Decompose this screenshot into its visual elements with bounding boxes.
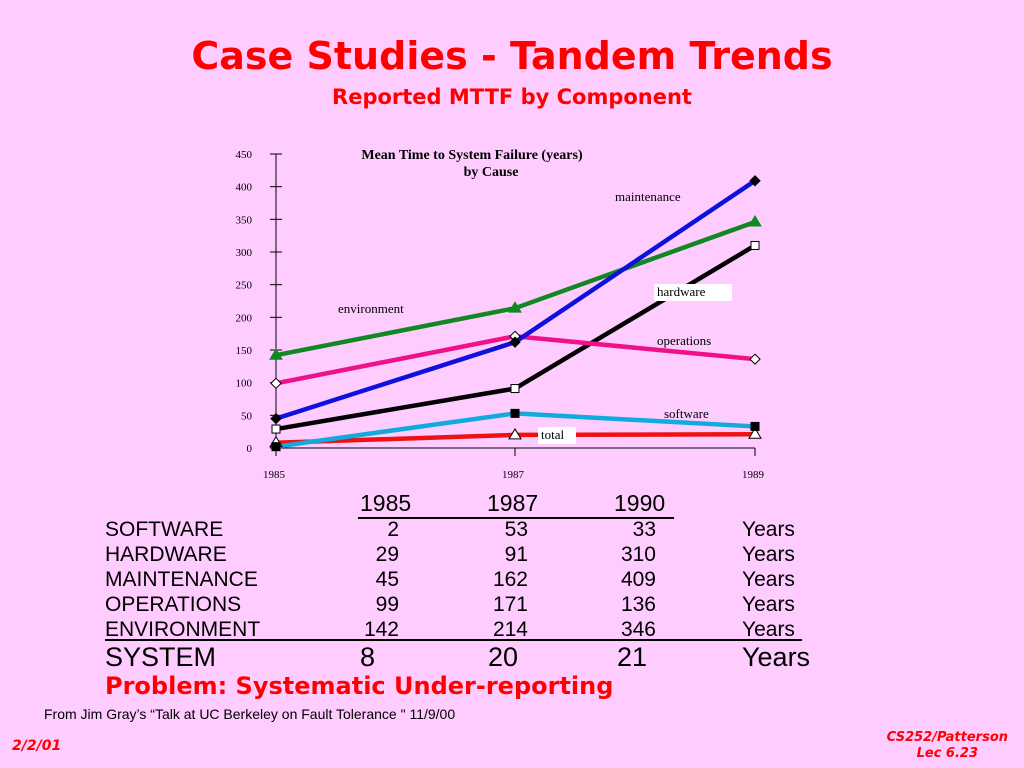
table-header-rule (358, 517, 674, 519)
series-label-hardware: hardware (657, 284, 706, 299)
series-label-box (654, 284, 732, 301)
chart-title-line2: by Cause (464, 165, 519, 180)
slide-date: 2/2/01 (12, 738, 62, 754)
marker-operations (270, 377, 282, 390)
row-value: 21 (617, 642, 648, 672)
mttf-line-chart: Mean Time to System Failure (years) by C… (236, 148, 765, 481)
y-tick-label: 200 (236, 312, 253, 324)
marker-environment (508, 301, 522, 313)
marker-maintenance (270, 412, 282, 425)
y-tick-label: 300 (236, 247, 253, 259)
marker-environment (269, 348, 283, 360)
table-row: HARDWARE 29 91 310 Years (0, 543, 1024, 567)
marker-maintenance (749, 175, 761, 187)
x-tick-label: 1985 (263, 469, 286, 481)
row-label: HARDWARE (105, 543, 227, 566)
marker-software (750, 421, 760, 431)
y-tick-label: 0 (247, 443, 253, 455)
marker-software (271, 442, 281, 452)
row-value: 8 (360, 642, 376, 672)
row-value: 310 (620, 543, 656, 566)
row-value: 29 (375, 543, 399, 566)
row-value: 99 (375, 593, 399, 616)
row-value: 136 (620, 593, 656, 616)
row-unit: Years (742, 568, 795, 591)
series-label-total: total (541, 427, 564, 442)
series-label-environment: environment (338, 301, 404, 316)
table-year-1990: 1990 (614, 490, 666, 516)
marker-hardware (271, 424, 281, 434)
row-value: 214 (492, 618, 528, 641)
row-value: 142 (363, 618, 399, 641)
row-unit: Years (742, 543, 795, 566)
y-tick-label: 450 (236, 149, 253, 161)
table-row: MAINTENANCE 45 162 409 Years (0, 568, 1024, 592)
table-row: SOFTWARE 2 53 33 Years (0, 518, 1024, 542)
row-label: SYSTEM (105, 642, 217, 672)
row-unit: Years (742, 618, 795, 641)
row-value: 162 (492, 568, 528, 591)
table-row: ENVIRONMENT 142 214 346 Years (0, 618, 1024, 642)
row-value: 2 (387, 518, 399, 541)
row-value: 346 (620, 618, 656, 641)
marker-total (748, 427, 762, 439)
row-label: MAINTENANCE (105, 568, 258, 591)
row-label: ENVIRONMENT (105, 618, 261, 641)
row-unit: Years (742, 642, 811, 672)
source-note: From Jim Gray’s “Talk at UC Berkeley on … (44, 706, 456, 722)
marker-operations (749, 353, 761, 365)
course-footer: CS252/Patterson Lec 6.23 (887, 730, 1008, 762)
row-value: 20 (488, 642, 519, 672)
row-unit: Years (742, 593, 795, 616)
row-value: 53 (504, 518, 528, 541)
marker-total (508, 427, 522, 440)
marker-environment (748, 214, 762, 227)
lecture-number: Lec 6.23 (916, 746, 979, 761)
y-tick-label: 350 (236, 214, 253, 226)
table-row: OPERATIONS 99 171 136 Years (0, 593, 1024, 617)
row-value: 409 (620, 568, 656, 591)
marker-maintenance (509, 336, 521, 348)
chart-title: Mean Time to System Failure (years) (361, 148, 583, 163)
x-tick-label: 1987 (502, 469, 525, 481)
series-label-operations: operations (657, 333, 711, 348)
row-unit: Years (742, 518, 795, 541)
row-label: SOFTWARE (105, 518, 224, 541)
row-value: 91 (504, 543, 528, 566)
marker-hardware (750, 240, 760, 250)
slide-subtitle: Reported MTTF by Component (332, 85, 692, 109)
series-label-box (538, 427, 576, 444)
y-tick-label: 400 (236, 182, 253, 194)
row-value: 33 (632, 518, 656, 541)
y-tick-label: 50 (241, 410, 253, 422)
course-name: CS252/Patterson (886, 730, 1008, 745)
table-row-system: SYSTEM 8 20 21 Years (0, 642, 1024, 672)
row-value: 45 (375, 568, 399, 591)
x-tick-label: 1989 (742, 469, 765, 481)
table-year-1985: 1985 (360, 490, 412, 516)
row-label: OPERATIONS (105, 593, 242, 616)
series-label-software: software (664, 406, 709, 421)
y-tick-label: 250 (236, 280, 253, 292)
problem-statement: Problem: Systematic Under-reporting (105, 672, 614, 700)
row-value: 171 (492, 593, 528, 616)
marker-software (510, 408, 520, 418)
table-total-rule (105, 639, 802, 641)
y-tick-label: 100 (236, 378, 253, 390)
table-year-1987: 1987 (487, 490, 539, 516)
slide-title: Case Studies - Tandem Trends (191, 34, 833, 78)
marker-hardware (510, 384, 520, 394)
y-tick-label: 150 (236, 345, 253, 357)
series-label-maintenance: maintenance (615, 189, 681, 204)
